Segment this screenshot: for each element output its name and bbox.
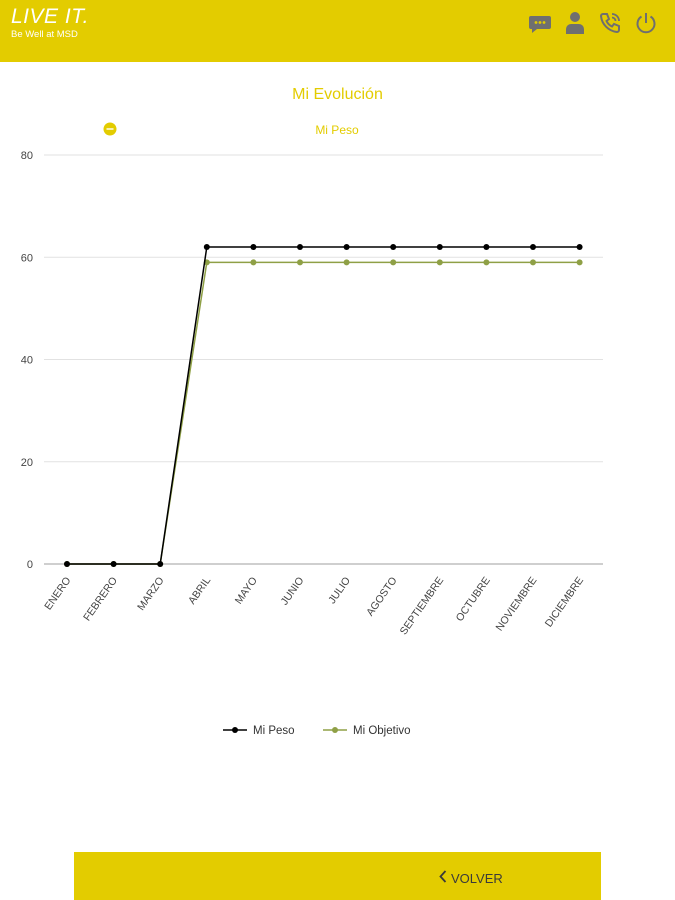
power-icon[interactable] bbox=[634, 11, 658, 35]
data-point bbox=[483, 259, 490, 266]
brand-subtitle: Be Well at MSD bbox=[11, 29, 78, 40]
data-point bbox=[157, 561, 164, 567]
x-tick-label: JULIO bbox=[326, 575, 353, 606]
app-header: LIVE IT. Be Well at MSD bbox=[0, 0, 675, 62]
data-point bbox=[64, 561, 70, 567]
x-tick-label: OCTUBRE bbox=[454, 575, 493, 624]
x-tick-label: NOVIEMBRE bbox=[493, 575, 539, 634]
chart-svg: Mi Peso 0 20 40 60 80 ENERO FEBRERO MARZO ABRIL MA… bbox=[21, 122, 603, 737]
data-point bbox=[203, 244, 210, 251]
y-tick-label: 60 bbox=[21, 252, 33, 264]
legend-swatch-point bbox=[232, 727, 238, 733]
x-tick-label: ABRIL bbox=[186, 575, 213, 607]
x-tick-label: ENERO bbox=[42, 575, 73, 612]
page-title: Mi Evolución bbox=[292, 86, 383, 103]
data-point bbox=[110, 561, 117, 567]
user-icon[interactable] bbox=[563, 11, 587, 35]
brand-title: LIVE IT. bbox=[11, 5, 89, 28]
bottom-bar: VOLVER bbox=[74, 852, 601, 900]
data-point bbox=[576, 259, 583, 266]
x-tick-label: FEBRERO bbox=[81, 575, 120, 623]
x-tick-label: AGOSTO bbox=[364, 575, 399, 619]
data-point bbox=[483, 244, 490, 251]
legend-label: Mi Peso bbox=[253, 725, 295, 737]
data-point bbox=[530, 259, 536, 266]
chevron-left-icon bbox=[439, 870, 447, 886]
chat-icon[interactable] bbox=[528, 11, 552, 35]
data-point bbox=[297, 259, 303, 266]
data-point bbox=[297, 244, 303, 251]
x-tick-label: MARZO bbox=[135, 575, 167, 613]
data-point bbox=[343, 244, 350, 251]
legend-swatch-point bbox=[332, 727, 338, 733]
x-tick-label: DICIEMBRE bbox=[543, 575, 586, 630]
x-tick-label: MAYO bbox=[233, 575, 260, 607]
legend-label: Mi Objetivo bbox=[353, 725, 411, 737]
data-point bbox=[390, 259, 397, 266]
data-point bbox=[250, 244, 257, 251]
y-tick-label: 20 bbox=[21, 457, 33, 469]
y-tick-label: 0 bbox=[27, 559, 33, 571]
data-point bbox=[390, 244, 397, 251]
data-point bbox=[250, 259, 257, 266]
volver-button[interactable]: VOLVER bbox=[439, 868, 503, 888]
x-tick-label: JUNIO bbox=[279, 575, 307, 608]
data-point bbox=[436, 244, 443, 251]
data-point bbox=[576, 244, 583, 251]
chart-title: Mi Peso bbox=[315, 123, 359, 137]
phone-icon[interactable] bbox=[598, 11, 622, 35]
y-tick-label: 80 bbox=[21, 150, 33, 162]
series-line bbox=[67, 261, 580, 565]
weight-chart: Mi Peso 0 20 40 60 80 ENERO FEBRERO MARZO ABRIL MA… bbox=[0, 110, 675, 770]
x-tick-label: SEPTIEMBRE bbox=[398, 575, 447, 637]
data-point bbox=[343, 259, 350, 266]
y-tick-label: 40 bbox=[21, 355, 33, 367]
series-line bbox=[67, 246, 580, 565]
volver-label: VOLVER bbox=[451, 870, 503, 886]
data-point bbox=[436, 259, 443, 266]
data-point bbox=[530, 244, 536, 251]
